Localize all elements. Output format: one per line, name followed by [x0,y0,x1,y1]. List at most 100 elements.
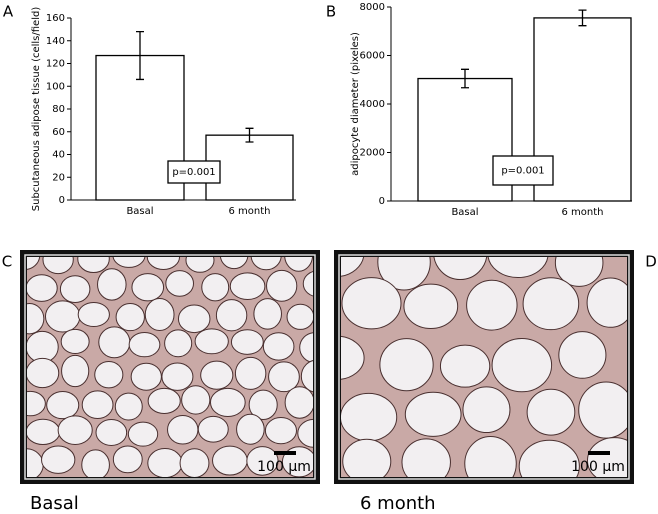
adipocyte [586,277,627,328]
adipocyte [147,448,183,477]
adipocyte [61,354,90,388]
image-caption: Basal [30,493,79,514]
y-tick-label: 4000 [360,99,385,110]
adipocyte [201,273,230,302]
micrograph [341,257,627,477]
adipocyte [167,415,199,445]
adipocyte [197,415,229,443]
adipocyte [302,271,313,297]
adipocyte [341,335,365,380]
y-tick-label: 20 [52,172,65,183]
adipocyte [212,445,248,476]
x-tick-label: 6 month [229,206,271,217]
y-tick-label: 60 [52,127,65,138]
adipocyte [250,257,282,271]
adipocyte [439,344,491,388]
error-bar [245,127,254,143]
adipocyte [266,269,298,302]
scale-bar [588,451,610,455]
adipocyte [578,381,627,439]
adipocyte [179,448,210,477]
adipocyte [554,257,604,287]
adipocyte [586,437,627,477]
adipocyte [246,446,279,476]
image-inner-border [338,254,630,480]
adipocyte [177,304,211,334]
adipocyte [57,415,93,445]
annotation-box [492,155,554,186]
adipocyte [130,362,162,391]
y-tick-label: 6000 [360,51,385,62]
y-axis-label: adipocyte diameter (pixeles) [350,32,361,176]
adipocyte [253,298,282,330]
y-tick-label: 8000 [360,2,385,13]
scale-bar-label: 100 µm [257,459,311,475]
adipocyte [268,361,300,393]
adipocyte [236,413,265,445]
annotation: p=0.001 [501,166,544,177]
adipocyte [146,257,181,270]
adipocyte [27,330,59,364]
x-tick-label: Basal [451,207,478,218]
adipocyte [95,419,128,446]
y-axis-label: Subcutaneous adipose tissue (cells/field… [31,7,42,212]
adipocyte [215,299,248,332]
adipocyte [27,390,46,417]
image-caption: 6 month [360,493,436,514]
adipocyte [342,438,392,477]
y-tick-label: 120 [46,59,65,70]
adipocyte [164,329,193,358]
adipocyte [558,331,607,379]
y-tick-label: 100 [46,81,65,92]
adipocyte [81,390,114,419]
adipocyte [185,257,215,273]
adipocyte [379,338,434,392]
adipocyte [286,303,313,330]
adipocyte [462,386,511,434]
adipocyte [341,277,402,330]
adipocyte [59,275,91,304]
adipocyte [284,386,313,419]
adipocyte [487,257,549,279]
adipocyte [81,449,110,477]
y-tick-label: 40 [52,150,65,161]
adipocyte [300,360,313,393]
adipocyte [77,257,110,274]
x-tick-label: Basal [126,206,153,217]
adipocyte [98,326,131,359]
adipocyte [297,418,313,448]
adipocyte [466,279,518,331]
adipocyte [518,439,580,477]
adipocyte [262,332,295,361]
adipocyte [128,332,161,358]
adipocyte [97,268,127,301]
adipocyte [115,303,145,332]
y-tick-label: 0 [379,196,385,207]
error-bar [461,68,469,89]
adipocyte [27,257,41,270]
panel-label: D [645,253,657,271]
adipocyte [60,328,90,355]
adipocyte [131,273,165,302]
y-tick-label: 80 [52,104,65,115]
adipocyte [219,257,249,270]
image-inner-border [24,254,316,480]
adipocyte [264,417,297,445]
adipocyte [284,257,313,272]
adipocyte [433,257,488,281]
adipocyte [165,270,195,297]
panel-label: B [326,3,336,21]
adipocyte [210,387,246,418]
adipocyte [41,445,76,474]
adipocyte [248,389,278,421]
adipocyte [147,387,181,415]
adipocyte [194,328,229,355]
adipocyte [42,257,74,275]
adipocyte [401,438,451,477]
adipocyte [299,332,313,364]
adipocyte [341,257,365,277]
y-tick-label: 160 [46,13,65,24]
adipocyte [341,392,398,442]
adipocyte [27,303,45,335]
adipocyte [403,283,459,329]
